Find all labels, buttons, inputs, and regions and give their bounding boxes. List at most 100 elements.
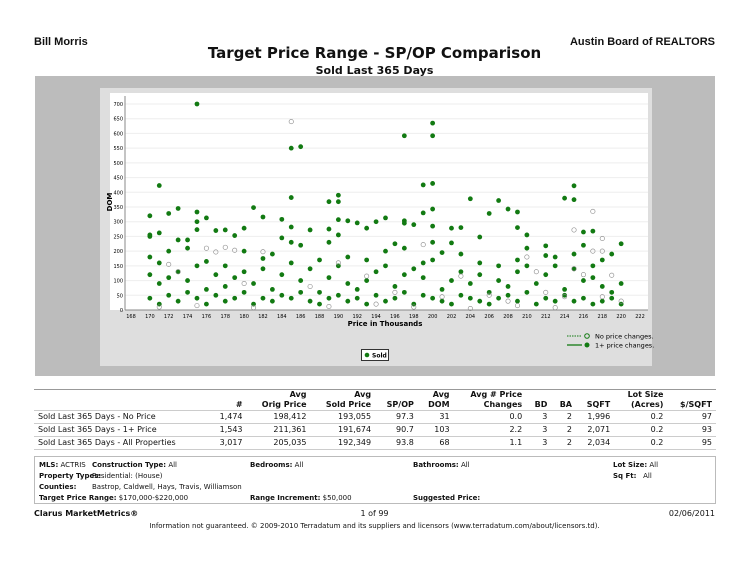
table-cell: 3,017 [209, 436, 247, 450]
y-tick-label: 400 [113, 190, 123, 196]
column-header: SQFT [586, 400, 611, 409]
point-no-price-change [194, 303, 200, 309]
point-price-change [156, 230, 162, 236]
point-price-change [543, 295, 549, 301]
point-price-change [326, 226, 332, 232]
point-price-change [175, 237, 181, 243]
point-price-change [515, 225, 520, 231]
point-price-change [571, 197, 577, 203]
x-tick-label: 182 [258, 314, 268, 320]
x-tick-label: 188 [315, 314, 325, 320]
table-cell: 0.2 [614, 436, 668, 450]
point-price-change [618, 281, 624, 286]
y-tick-label: 150 [113, 264, 123, 270]
disclaimer: Information not guaranteed. © 2009-2010 … [149, 522, 600, 530]
point-no-price-change [326, 303, 332, 309]
y-tick-label: 350 [113, 205, 123, 211]
point-price-change [486, 301, 492, 307]
point-price-change [392, 295, 398, 301]
table-cell: 193,055 [310, 410, 376, 424]
point-no-price-change [467, 306, 473, 312]
point-price-change [251, 281, 256, 286]
point-price-change [175, 269, 181, 275]
point-price-change [590, 228, 596, 234]
point-no-price-change [609, 272, 615, 278]
point-no-price-change [156, 304, 162, 310]
search-criteria: MLS: ACTRIS Construction Type: All Bedro… [34, 456, 716, 504]
point-price-change [288, 145, 294, 151]
point-price-change [467, 281, 473, 286]
table-cell: 0.0 [453, 410, 527, 424]
point-price-change [430, 223, 436, 229]
legend-open-marker [584, 333, 590, 339]
y-axis-label: DOM [106, 193, 114, 212]
point-no-price-change [486, 292, 492, 298]
point-price-change [364, 278, 370, 283]
point-price-change [279, 235, 285, 241]
point-price-change [449, 225, 454, 231]
point-price-change [383, 298, 388, 304]
point-no-price-change [213, 249, 219, 255]
y-tick-label: 250 [113, 234, 123, 240]
legend-1plus-price: 1+ price changes. [567, 342, 654, 350]
point-price-change [411, 222, 417, 228]
table-cell: Sold Last 365 Days - All Properties [34, 436, 209, 450]
point-price-change [335, 192, 341, 198]
point-no-price-change [232, 247, 238, 253]
x-tick-label: 204 [466, 314, 476, 320]
point-price-change [543, 253, 549, 258]
point-no-price-change [599, 235, 605, 241]
point-no-price-change [411, 304, 417, 310]
point-price-change [562, 292, 567, 298]
column-header: # [235, 400, 243, 409]
point-no-price-change [599, 248, 605, 254]
point-price-change [147, 254, 153, 260]
point-price-change [467, 196, 473, 202]
point-price-change [496, 278, 502, 283]
suggested-label: Suggested Price: [413, 494, 481, 502]
lot-label: Lot Size: [613, 461, 648, 469]
point-price-change [496, 263, 502, 269]
x-tick-label: 192 [352, 314, 362, 320]
point-no-price-change [364, 273, 370, 279]
legend-label: No price changes. [595, 333, 654, 341]
stats-table: # Avg Orig Price Avg Sold Price SP/OP Avg DOM Av… [34, 389, 716, 450]
ptype-label: Property Types: [39, 472, 102, 480]
point-price-change [317, 289, 322, 295]
point-price-change [194, 227, 200, 233]
point-no-price-change [505, 298, 511, 304]
point-price-change [156, 281, 162, 286]
point-price-change [166, 211, 172, 216]
x-tick-label: 172 [164, 314, 174, 320]
point-price-change [354, 287, 360, 292]
point-price-change [505, 206, 511, 212]
board-name: Austin Board of REALTORS [569, 36, 715, 48]
point-price-change [345, 254, 351, 260]
page-subtitle: Sold Last 365 Days [315, 64, 434, 77]
table-cell: 97.3 [375, 410, 418, 424]
point-price-change [581, 229, 586, 235]
point-price-change [449, 278, 454, 283]
point-price-change [599, 257, 605, 263]
point-price-change [326, 295, 332, 301]
point-price-change [166, 275, 172, 281]
point-price-change [505, 284, 511, 289]
point-no-price-change [590, 248, 596, 254]
point-price-change [204, 301, 209, 307]
sold-marker-icon [364, 352, 370, 358]
point-price-change [269, 287, 275, 292]
point-no-price-change [166, 261, 172, 267]
column-header: Avg Orig Price [261, 390, 307, 409]
point-price-change [618, 241, 624, 247]
point-no-price-change [203, 245, 209, 251]
point-no-price-change [222, 244, 228, 250]
column-header: BD [534, 400, 548, 409]
point-price-change [147, 234, 153, 239]
point-price-change [477, 234, 483, 240]
point-price-change [251, 301, 256, 307]
ptype-value: Residential: (House) [92, 472, 163, 480]
x-tick-label: 222 [635, 314, 645, 320]
x-tick-label: 202 [447, 314, 457, 320]
point-price-change [373, 292, 379, 298]
point-no-price-change [571, 266, 577, 272]
